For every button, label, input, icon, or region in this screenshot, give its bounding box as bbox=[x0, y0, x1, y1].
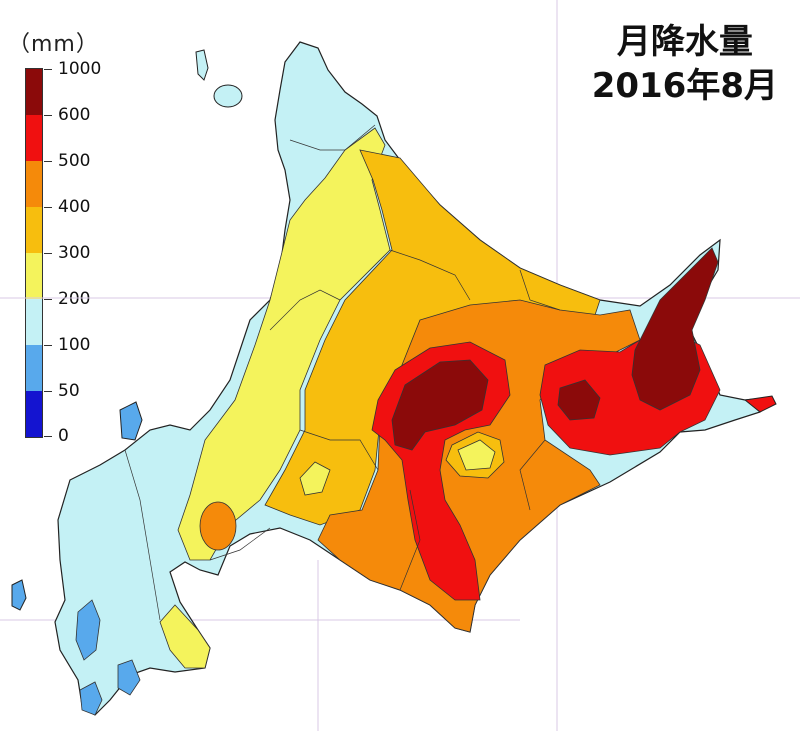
precip-patch-200-300-west bbox=[299, 461, 331, 496]
district-border bbox=[124, 449, 161, 621]
legend-tick-label: 300 bbox=[58, 243, 91, 263]
legend-tick-label: 400 bbox=[58, 197, 91, 217]
district-border bbox=[209, 527, 271, 561]
precip-zone-200-300 bbox=[177, 127, 391, 561]
legend-tick bbox=[44, 161, 52, 162]
rebun-island bbox=[195, 49, 209, 81]
map-title-line1: 月降水量 bbox=[616, 22, 753, 62]
legend-band-0-50 bbox=[26, 391, 42, 437]
color-legend-bar bbox=[25, 68, 43, 438]
legend-tick-label: 200 bbox=[58, 289, 91, 309]
legend-tick-label: 50 bbox=[58, 381, 80, 401]
legend-band-200-300 bbox=[26, 253, 42, 299]
okushiri-island bbox=[11, 579, 27, 611]
precip-patch-50-100-1 bbox=[75, 599, 101, 661]
legend-tick bbox=[44, 436, 52, 437]
legend-unit-label: （mm） bbox=[8, 32, 99, 57]
district-border bbox=[269, 289, 341, 331]
legend-tick bbox=[44, 69, 52, 70]
legend-tick-label: 600 bbox=[58, 105, 91, 125]
precip-patch-400-500-sw bbox=[199, 501, 237, 551]
map-title-line2: 2016年8月 bbox=[591, 66, 778, 106]
legend-band-400-500 bbox=[26, 161, 42, 207]
precip-patch-200-300-south bbox=[159, 604, 211, 669]
district-borders bbox=[124, 124, 561, 621]
legend-tick-label: 0 bbox=[58, 426, 69, 446]
legend-band-50-100 bbox=[26, 345, 42, 391]
nemuro-tip bbox=[743, 395, 777, 413]
teuri-island bbox=[119, 401, 143, 441]
legend-band-600-1000 bbox=[26, 69, 42, 115]
district-border bbox=[519, 269, 561, 311]
precip-patch-200-300 bbox=[457, 439, 496, 471]
district-border bbox=[399, 489, 421, 591]
district-border bbox=[299, 429, 379, 471]
legend-tick bbox=[44, 207, 52, 208]
legend-tick bbox=[44, 345, 52, 346]
legend-tick bbox=[44, 299, 52, 300]
legend-tick-label: 500 bbox=[58, 151, 91, 171]
legend-band-300-400 bbox=[26, 207, 42, 253]
legend-tick bbox=[44, 253, 52, 254]
district-border bbox=[519, 439, 546, 511]
legend-tick bbox=[44, 391, 52, 392]
legend-band-100-200 bbox=[26, 299, 42, 345]
legend-band-500-600 bbox=[26, 115, 42, 161]
precip-patch-50-100-2 bbox=[79, 681, 103, 716]
district-border bbox=[389, 249, 471, 301]
legend-tick bbox=[44, 115, 52, 116]
legend-tick-label: 1000 bbox=[58, 59, 102, 79]
precip-zone-600-1000 bbox=[391, 359, 489, 451]
precip-patch-50-100-3 bbox=[117, 659, 141, 696]
precip-zone-600-1000-small bbox=[557, 379, 601, 421]
precip-zone-600-1000-east bbox=[631, 247, 719, 411]
rishiri-island bbox=[213, 84, 243, 108]
district-border bbox=[289, 124, 376, 151]
map-title: 月降水量 2016年8月 bbox=[592, 20, 778, 108]
legend-tick-label: 100 bbox=[58, 335, 91, 355]
